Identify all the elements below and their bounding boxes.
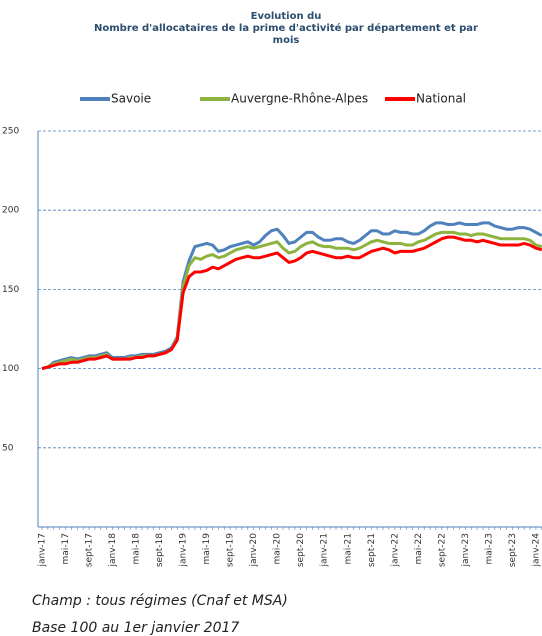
x-tick-label: mai-23 [484,533,494,564]
y-tick-label: 100 [2,364,19,374]
y-tick-label: 200 [2,206,19,216]
x-tick-label: janv-17 [38,533,48,568]
x-tick-label: sept-21 [367,533,377,567]
footnote: Base 100 au 1er janvier 2017 [32,620,239,636]
series-line [41,221,542,371]
chart-title: mois [273,35,300,46]
x-tick-label: sept-19 [226,533,236,567]
series-line [41,235,542,371]
x-tick-label: janv-22 [390,533,400,568]
chart-title: Evolution du [251,11,322,22]
x-tick-label: sept-18 [155,533,165,567]
x-tick-label: sept-22 [437,533,447,567]
x-tick-label: mai-22 [414,533,424,564]
chart-title: Nombre d'allocataires de la prime d'acti… [94,22,478,34]
x-tick-label: janv-20 [249,533,259,568]
x-tick-label: mai-19 [202,533,212,565]
x-tick-label: janv-21 [320,533,330,568]
footnote: Champ : tous régimes (Cnaf et MSA) [32,593,288,609]
y-tick-label: 150 [2,285,19,295]
x-tick-label: mai-20 [273,533,283,565]
x-tick-label: sept-20 [296,533,306,567]
x-tick-label: sept-23 [508,533,518,567]
legend-label: Auvergne-Rhône-Alpes [231,92,368,106]
x-tick-label: janv-19 [179,533,189,568]
legend-label: Savoie [111,92,151,106]
y-tick-label: 250 [2,127,19,137]
x-tick-label: mai-17 [61,533,71,564]
series-line [41,230,542,371]
x-tick-label: mai-18 [132,533,142,565]
legend-label: National [416,92,466,106]
x-tick-label: janv-24 [531,533,541,568]
y-tick-label: 50 [2,443,14,453]
x-tick-label: sept-17 [85,533,95,567]
x-tick-label: mai-21 [343,533,353,564]
x-tick-label: janv-18 [108,533,118,568]
x-tick-label: janv-23 [461,533,471,568]
